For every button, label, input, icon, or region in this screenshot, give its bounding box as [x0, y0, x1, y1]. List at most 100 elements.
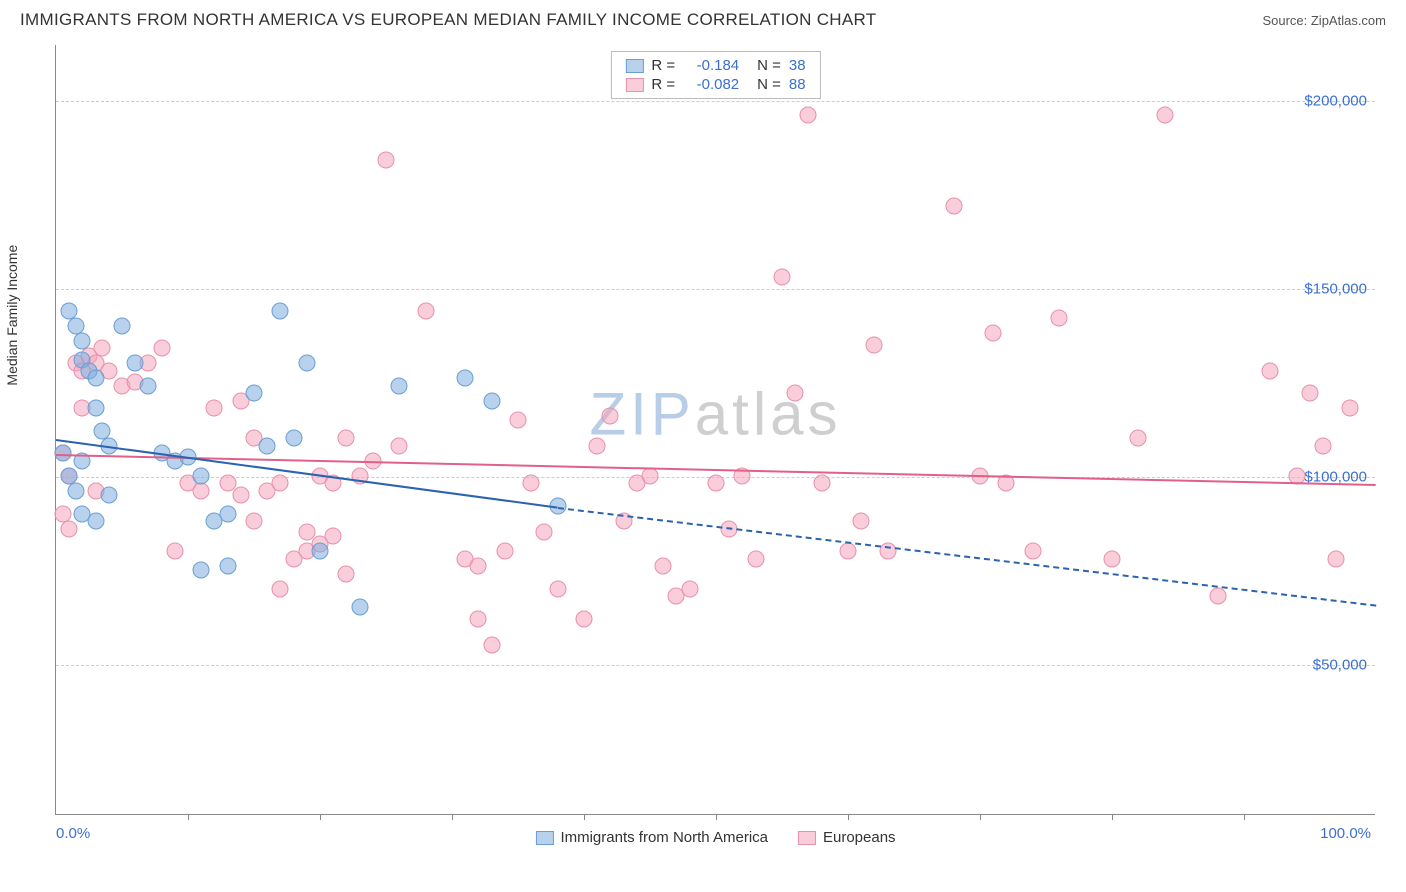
watermark: ZIPatlas [589, 380, 841, 449]
y-tick-label: $50,000 [1313, 656, 1367, 673]
data-point-pink [774, 268, 791, 285]
data-point-blue [74, 332, 91, 349]
data-point-pink [1209, 588, 1226, 605]
data-point-pink [853, 513, 870, 530]
data-point-pink [576, 610, 593, 627]
legend-n-label: N = [757, 57, 781, 74]
data-point-blue [87, 400, 104, 417]
data-point-pink [325, 528, 342, 545]
data-point-pink [655, 558, 672, 575]
data-point-pink [800, 107, 817, 124]
data-point-pink [272, 475, 289, 492]
legend-item: Europeans [798, 829, 896, 846]
data-point-blue [127, 355, 144, 372]
data-point-pink [153, 340, 170, 357]
data-point-pink [496, 543, 513, 560]
y-tick-label: $200,000 [1304, 93, 1367, 110]
data-point-pink [470, 558, 487, 575]
data-point-pink [338, 565, 355, 582]
data-point-blue [312, 543, 329, 560]
y-tick-label: $150,000 [1304, 281, 1367, 298]
data-point-pink [1156, 107, 1173, 124]
x-tick-label: 0.0% [56, 825, 90, 842]
data-point-pink [1024, 543, 1041, 560]
legend-r-label: R = [651, 57, 675, 74]
data-point-blue [259, 437, 276, 454]
data-point-pink [523, 475, 540, 492]
x-tick-mark [848, 814, 849, 820]
legend-n-label: N = [757, 76, 781, 93]
legend-r-label: R = [651, 76, 675, 93]
legend-row: R =-0.184N =38 [611, 56, 819, 75]
data-point-pink [549, 580, 566, 597]
data-point-pink [747, 550, 764, 567]
data-point-pink [1302, 385, 1319, 402]
data-point-pink [94, 340, 111, 357]
data-point-pink [681, 580, 698, 597]
data-point-blue [285, 430, 302, 447]
x-tick-mark [452, 814, 453, 820]
data-point-pink [1130, 430, 1147, 447]
data-point-pink [483, 636, 500, 653]
data-point-pink [272, 580, 289, 597]
data-point-pink [866, 336, 883, 353]
data-point-blue [391, 377, 408, 394]
data-point-pink [1328, 550, 1345, 567]
x-tick-mark [188, 814, 189, 820]
data-point-pink [206, 400, 223, 417]
gridline [56, 289, 1375, 290]
data-point-pink [510, 411, 527, 428]
data-point-blue [272, 302, 289, 319]
source-prefix: Source: [1262, 13, 1310, 28]
legend-r-value: -0.184 [683, 57, 739, 74]
legend-label: Immigrants from North America [560, 829, 768, 846]
data-point-blue [140, 377, 157, 394]
data-point-blue [87, 370, 104, 387]
data-point-pink [813, 475, 830, 492]
data-point-pink [602, 407, 619, 424]
data-point-blue [193, 561, 210, 578]
legend-row: R = -0.082 N = 88 [611, 75, 819, 94]
data-point-pink [232, 486, 249, 503]
data-point-blue [219, 558, 236, 575]
data-point-blue [483, 392, 500, 409]
data-point-pink [840, 543, 857, 560]
y-axis-label: Median Family Income [4, 244, 20, 385]
data-point-pink [1051, 310, 1068, 327]
x-tick-mark [320, 814, 321, 820]
legend-swatch [798, 831, 816, 845]
data-point-pink [708, 475, 725, 492]
data-point-pink [391, 437, 408, 454]
x-tick-mark [1244, 814, 1245, 820]
x-tick-mark [584, 814, 585, 820]
legend-label: Europeans [823, 829, 896, 846]
data-point-blue [193, 467, 210, 484]
data-point-pink [193, 482, 210, 499]
legend-r-value: -0.082 [683, 76, 739, 93]
data-point-pink [1104, 550, 1121, 567]
data-point-blue [67, 482, 84, 499]
legend-swatch [625, 59, 643, 73]
chart-area: Median Family Income ZIPatlas R =-0.184N… [20, 45, 1386, 850]
data-point-pink [589, 437, 606, 454]
data-point-pink [1341, 400, 1358, 417]
data-point-blue [87, 513, 104, 530]
data-point-pink [61, 520, 78, 537]
data-point-pink [417, 302, 434, 319]
data-point-pink [536, 524, 553, 541]
legend-swatch [535, 831, 553, 845]
data-point-pink [985, 325, 1002, 342]
gridline [56, 665, 1375, 666]
legend-n-value: 88 [789, 76, 806, 93]
source-link[interactable]: ZipAtlas.com [1311, 13, 1386, 28]
data-point-pink [166, 543, 183, 560]
gridline [56, 101, 1375, 102]
x-tick-mark [1112, 814, 1113, 820]
source-attribution: Source: ZipAtlas.com [1262, 13, 1386, 28]
x-tick-mark [716, 814, 717, 820]
data-point-pink [338, 430, 355, 447]
data-point-pink [470, 610, 487, 627]
regression-line-blue [56, 439, 558, 509]
data-point-blue [351, 599, 368, 616]
data-point-pink [787, 385, 804, 402]
